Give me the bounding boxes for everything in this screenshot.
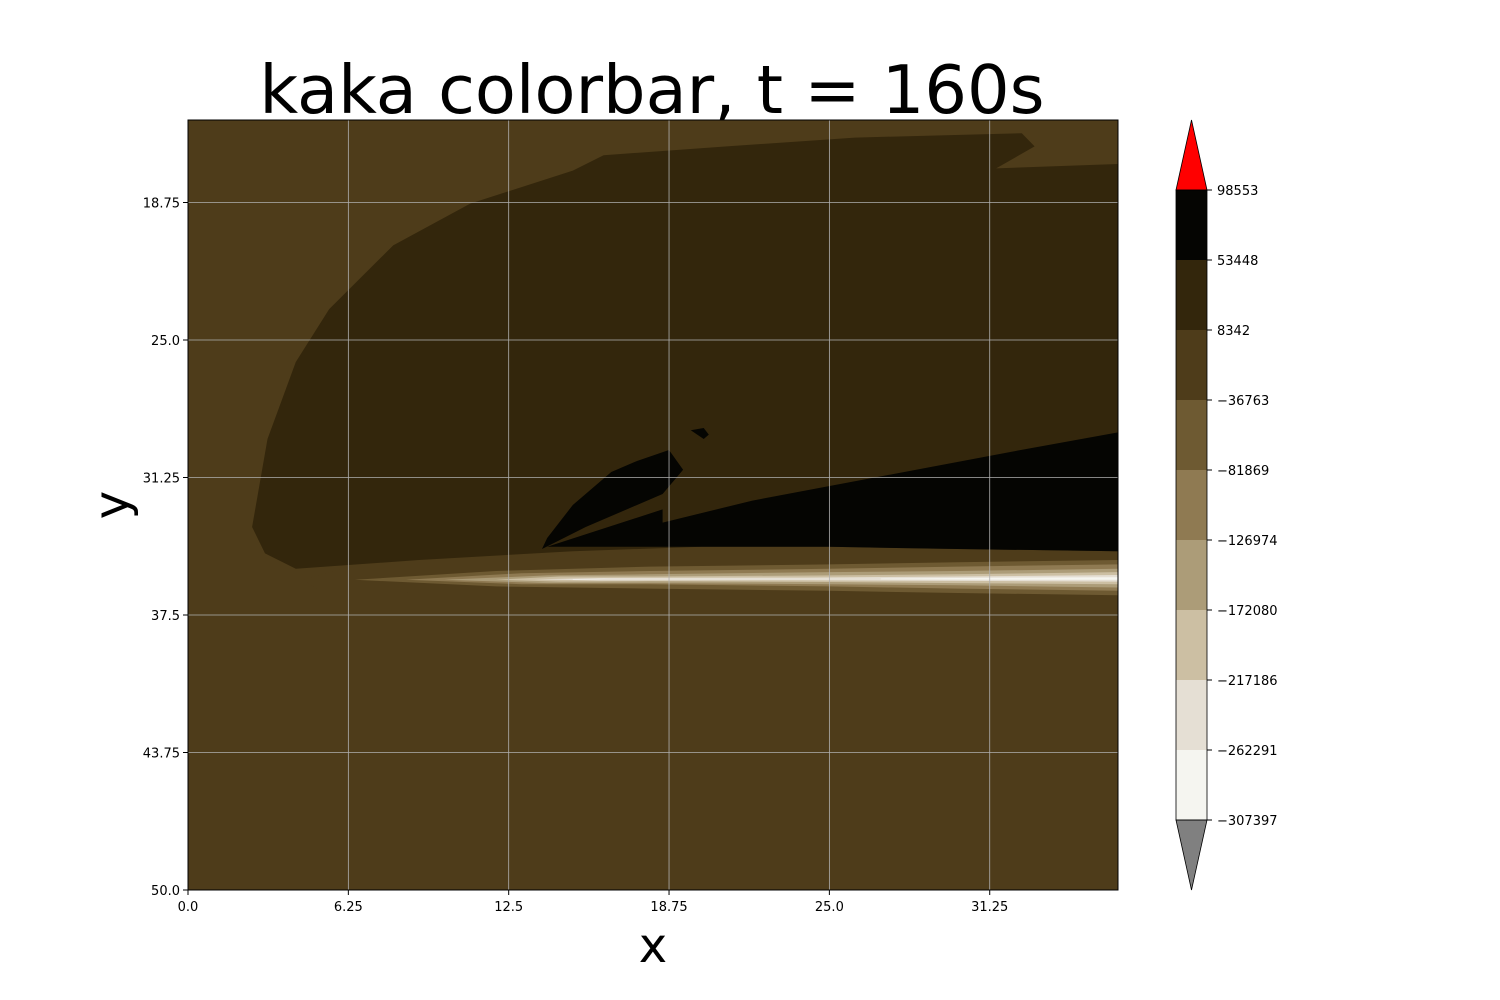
y-axis-ticks: 18.75 25.0 31.25 37.5 43.75 50.0	[143, 197, 188, 899]
contour-region-2	[547, 432, 1118, 552]
colorbar-band	[1176, 680, 1207, 750]
colorbar-tick-label: −262291	[1217, 744, 1278, 759]
y-tick-label: 50.0	[151, 884, 180, 899]
colorbar-tick-label: 98553	[1217, 184, 1258, 199]
x-tick-label: 18.75	[650, 900, 687, 915]
colorbar-band	[1176, 749, 1207, 820]
colorbar-extend-over	[1175, 119, 1208, 191]
colorbar-band	[1176, 259, 1207, 330]
y-tick-label: 43.75	[143, 747, 180, 762]
colorbar-tick-label: −217186	[1217, 674, 1278, 689]
x-axis-ticks: 0.0 6.25 12.5 18.75 25.0 31.25	[178, 890, 1008, 915]
plot-frame	[187, 119, 1119, 891]
colorbar-band	[1176, 609, 1207, 681]
colorbar-tick-label: −81869	[1217, 464, 1269, 479]
x-tick-label: 0.0	[178, 900, 199, 915]
colorbar-tick-label: −307397	[1217, 814, 1278, 829]
colorbar-extend-under	[1175, 819, 1208, 891]
contour-region-9	[534, 575, 1118, 582]
x-tick-label: 12.5	[494, 900, 523, 915]
colorbar-tick-label: −172080	[1217, 604, 1278, 619]
y-tick-label: 37.5	[151, 609, 180, 624]
colorbar-tick-label: −36763	[1217, 394, 1269, 409]
colorbar-band	[1176, 329, 1207, 400]
colorbar-band	[1176, 399, 1207, 470]
contour-region-10	[572, 578, 612, 580]
y-tick-label: 18.75	[143, 197, 180, 212]
x-tick-label: 31.25	[971, 900, 1008, 915]
x-tick-label: 6.25	[334, 900, 363, 915]
y-axis-label: y	[84, 491, 140, 519]
y-tick-label: 31.25	[143, 472, 180, 487]
grid-lines	[188, 120, 1118, 890]
colorbar-band	[1176, 539, 1207, 610]
contour-fills	[252, 133, 1119, 602]
colorbar-tick-label: 53448	[1217, 254, 1258, 269]
y-tick-label: 25.0	[151, 334, 180, 349]
colorbar-frame	[1175, 189, 1208, 821]
colorbar-band	[1176, 469, 1207, 540]
colorbar: −307397 −262291 −217186 −172080 −126974 −8186…	[1175, 119, 1278, 891]
contour-region-1	[542, 450, 684, 549]
contour-region-11	[880, 577, 1118, 580]
colorbar-band	[1176, 190, 1207, 260]
plot-area	[187, 119, 1119, 891]
colorbar-tick-label: 8342	[1217, 324, 1250, 339]
x-tick-label: 25.0	[815, 900, 844, 915]
chart-title: kaka colorbar, t = 160s	[259, 51, 1044, 129]
contour-region-0	[252, 133, 1119, 569]
colorbar-tick-label: −126974	[1217, 534, 1278, 549]
contour-region-3	[690, 428, 709, 439]
x-axis-label: x	[639, 918, 667, 974]
